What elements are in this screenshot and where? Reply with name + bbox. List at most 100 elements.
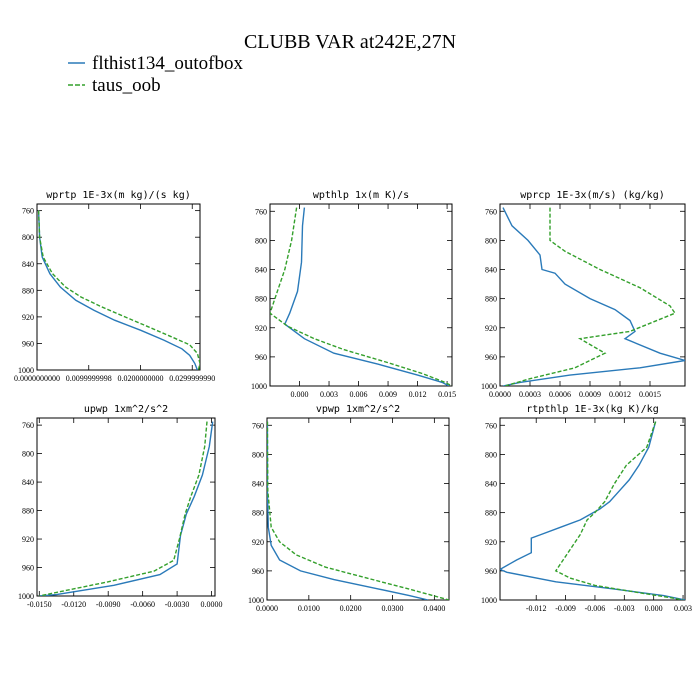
x-tick-label: -0.003 (614, 604, 635, 613)
x-tick-label: 0.0000 (489, 390, 511, 399)
y-tick-label: 1000 (248, 596, 264, 605)
y-tick-label: 800 (485, 450, 497, 459)
series-line-flthist (267, 421, 429, 600)
panel-title: upwp 1xm^2/s^2 (84, 404, 168, 415)
panel-6: rtpthlp 1E-3x(kg K)/kg 760 800 840 880 920 960… (481, 404, 692, 613)
y-tick-label: 960 (22, 339, 34, 348)
x-tick-label: 0.0299999990 (169, 374, 215, 383)
y-tick-label: 960 (485, 567, 497, 576)
plot-frame (36, 417, 216, 597)
plot-frame (499, 203, 686, 387)
series-line-taus (554, 421, 684, 600)
x-tick-label: 0.000 (645, 604, 663, 613)
plot-frame (269, 203, 453, 387)
y-tick-label: 760 (252, 421, 264, 430)
series-group (39, 421, 214, 596)
x-tick-label: 0.0200 (340, 604, 362, 613)
y-tick-label: 920 (485, 324, 497, 333)
x-tick-label: 0.006 (350, 390, 368, 399)
y-tick-label: 800 (252, 450, 264, 459)
figure-title: CLUBB VAR at242E,27N (244, 31, 456, 53)
x-tick-label: -0.0030 (165, 600, 190, 609)
y-tick-label: 840 (22, 260, 34, 269)
series-group (37, 210, 200, 370)
panel-2: wpthlp 1x(m K)/s 760 800 840 880 920 960 1000 0.… (251, 190, 456, 399)
y-tick-label: 760 (485, 421, 497, 430)
series-group (270, 207, 452, 386)
x-tick-label: 0.0300 (382, 604, 404, 613)
panel-4: upwp 1xm^2/s^27608008408809209601000-0.0… (18, 404, 223, 609)
y-tick-label: 920 (255, 324, 267, 333)
panel-3: wprcp 1E-3x(m/s) (kg/kg) 760 800 840 880 920 9… (481, 190, 686, 399)
y-tick-label: 880 (22, 286, 34, 295)
x-tick-label: 0.009 (379, 390, 397, 399)
panel-title: wprtp 1E-3x(m kg)/(s kg) (46, 190, 191, 201)
y-tick-label: 960 (252, 567, 264, 576)
y-tick-label: 800 (22, 450, 34, 459)
series-line-taus (37, 210, 200, 370)
x-tick-label: 0.0003 (519, 390, 541, 399)
x-tick-label: 0.0012 (609, 390, 631, 399)
y-tick-label: 800 (22, 233, 34, 242)
x-tick-label: 0.0000000000 (14, 374, 60, 383)
x-tick-label: 0.0099999998 (66, 374, 112, 383)
x-tick-label: -0.0120 (61, 600, 86, 609)
legend-label-taus: taus_oob (92, 75, 161, 96)
series-line-taus (39, 421, 208, 596)
y-tick-label: 920 (485, 538, 497, 547)
y-tick-label: 920 (252, 538, 264, 547)
y-tick-label: 880 (22, 507, 34, 516)
series-line-taus (267, 421, 449, 600)
x-tick-label: 0.0015 (639, 390, 661, 399)
series-line-taus (270, 207, 452, 386)
x-tick-label: -0.0150 (27, 600, 52, 609)
panel-title: vpwp 1xm^2/s^2 (316, 404, 400, 415)
x-tick-label: -0.0060 (130, 600, 155, 609)
x-tick-label: -0.009 (555, 604, 576, 613)
panel-1: wprtp 1E-3x(m kg)/(s kg) 760 800 840 880 920 9… (14, 190, 215, 383)
y-tick-label: 840 (252, 480, 264, 489)
y-tick-label: 840 (485, 266, 497, 275)
y-tick-label: 760 (255, 207, 267, 216)
x-tick-label: 0.0400 (423, 604, 445, 613)
y-tick-label: 760 (22, 207, 34, 216)
y-tick-label: 960 (255, 353, 267, 362)
y-tick-label: 840 (485, 480, 497, 489)
y-tick-label: 800 (255, 236, 267, 245)
x-tick-label: 0.003 (674, 604, 692, 613)
y-tick-label: 840 (22, 478, 34, 487)
plot-frame (266, 417, 450, 601)
y-tick-label: 920 (22, 313, 34, 322)
y-tick-label: 880 (252, 509, 264, 518)
y-tick-label: 920 (22, 535, 34, 544)
legend: flthist134_outofbox taus_oob (68, 53, 243, 96)
x-tick-label: 0.0000 (201, 600, 223, 609)
y-tick-label: 880 (485, 509, 497, 518)
x-tick-label: 0.0200000000 (117, 374, 163, 383)
y-tick-label: 800 (485, 236, 497, 245)
series-group (267, 421, 449, 600)
y-tick-label: 880 (255, 295, 267, 304)
plot-frame (499, 417, 686, 601)
x-tick-label: -0.012 (526, 604, 547, 613)
series-line-flthist (500, 421, 685, 600)
x-tick-label: 0.0100 (298, 604, 320, 613)
panel-5: vpwp 1xm^2/s^2 760 800 840 880 920 960 10000.00… (248, 404, 450, 613)
series-group (502, 207, 685, 386)
y-tick-label: 1000 (481, 596, 497, 605)
series-line-flthist (283, 207, 450, 386)
y-tick-label: 880 (485, 295, 497, 304)
legend-label-flthist: flthist134_outofbox (92, 53, 243, 74)
y-tick-label: 840 (255, 266, 267, 275)
series-line-flthist (37, 210, 199, 370)
x-tick-label: 0.0006 (549, 390, 571, 399)
x-tick-label: -0.0090 (96, 600, 121, 609)
y-tick-label: 1000 (18, 366, 34, 375)
series-line-taus (504, 207, 677, 386)
x-tick-label: 0.000 (291, 390, 309, 399)
panel-title: wprcp 1E-3x(m/s) (kg/kg) (520, 190, 665, 201)
y-tick-label: 960 (22, 564, 34, 573)
x-tick-label: 0.015 (438, 390, 456, 399)
panel-title: rtpthlp 1E-3x(kg K)/kg (526, 404, 658, 415)
x-tick-label: -0.006 (585, 604, 606, 613)
